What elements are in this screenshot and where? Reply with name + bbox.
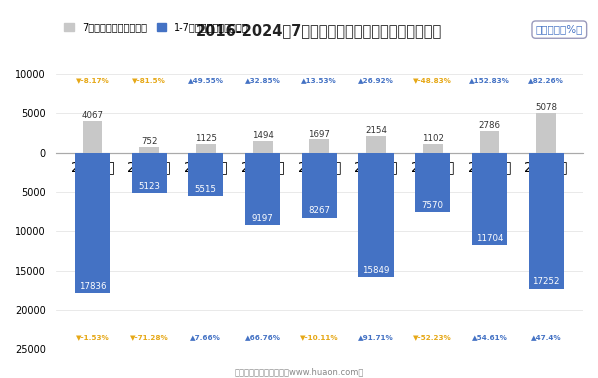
Text: ▲82.26%: ▲82.26% <box>528 77 564 83</box>
Text: ▼-48.83%: ▼-48.83% <box>413 77 452 83</box>
Text: ▲152.83%: ▲152.83% <box>469 77 510 83</box>
Text: 5123: 5123 <box>138 182 160 191</box>
Text: 1102: 1102 <box>422 134 444 143</box>
Bar <box>132 153 167 193</box>
Bar <box>415 153 450 212</box>
Bar <box>309 139 329 153</box>
Text: ▼-8.17%: ▼-8.17% <box>75 77 109 83</box>
Bar <box>253 141 273 153</box>
Text: 4067: 4067 <box>81 111 103 120</box>
Bar <box>196 144 216 153</box>
Text: ▲26.92%: ▲26.92% <box>358 77 394 83</box>
Bar <box>472 153 507 245</box>
Text: 11704: 11704 <box>475 234 503 243</box>
Bar <box>536 113 556 153</box>
Title: 2016-2024年7月郑州商品交易所菜籽粕期货成交量: 2016-2024年7月郑州商品交易所菜籽粕期货成交量 <box>196 23 443 38</box>
Bar <box>139 147 159 153</box>
Text: 2154: 2154 <box>365 126 387 135</box>
Bar <box>302 153 337 218</box>
Bar <box>358 153 393 277</box>
Text: ▲91.71%: ▲91.71% <box>358 334 394 340</box>
Text: ▲13.53%: ▲13.53% <box>301 77 337 83</box>
Legend: 7月期货成交量（万手）, 1-7月期货成交量（万手）: 7月期货成交量（万手）, 1-7月期货成交量（万手） <box>60 19 252 36</box>
Text: 1494: 1494 <box>252 131 273 140</box>
Text: ▼-71.28%: ▼-71.28% <box>130 334 169 340</box>
Text: ▲47.4%: ▲47.4% <box>531 334 562 340</box>
Bar <box>423 144 443 153</box>
Text: 5078: 5078 <box>535 103 557 112</box>
Bar <box>245 153 280 225</box>
Text: 8267: 8267 <box>309 206 330 215</box>
Text: ▲54.61%: ▲54.61% <box>471 334 507 340</box>
Bar <box>188 153 224 196</box>
Text: ▲7.66%: ▲7.66% <box>190 334 221 340</box>
Bar <box>83 121 102 153</box>
Text: ▼-1.53%: ▼-1.53% <box>75 334 109 340</box>
Text: 752: 752 <box>141 137 157 146</box>
Bar <box>480 131 499 153</box>
Text: ▲49.55%: ▲49.55% <box>188 77 224 83</box>
Text: ▲32.85%: ▲32.85% <box>245 77 280 83</box>
Text: 1697: 1697 <box>309 130 330 138</box>
Text: ▼-52.23%: ▼-52.23% <box>413 334 452 340</box>
Text: 9197: 9197 <box>252 214 273 223</box>
Text: 2786: 2786 <box>478 121 501 130</box>
Text: 1125: 1125 <box>195 134 217 143</box>
Text: ▼-81.5%: ▼-81.5% <box>132 77 166 83</box>
Text: 7570: 7570 <box>422 201 444 210</box>
Text: ▼-10.11%: ▼-10.11% <box>300 334 338 340</box>
Text: 17836: 17836 <box>79 282 106 291</box>
Text: 15849: 15849 <box>362 266 390 275</box>
Text: 17252: 17252 <box>532 277 560 286</box>
Text: 5515: 5515 <box>195 185 217 194</box>
Bar <box>529 153 564 288</box>
Text: ▲66.76%: ▲66.76% <box>245 334 280 340</box>
Text: 制图：华经产业研究院（www.huaon.com）: 制图：华经产业研究院（www.huaon.com） <box>234 367 364 376</box>
Bar <box>75 153 110 293</box>
Text: 同比增速（%）: 同比增速（%） <box>536 25 583 35</box>
Bar <box>366 136 386 153</box>
